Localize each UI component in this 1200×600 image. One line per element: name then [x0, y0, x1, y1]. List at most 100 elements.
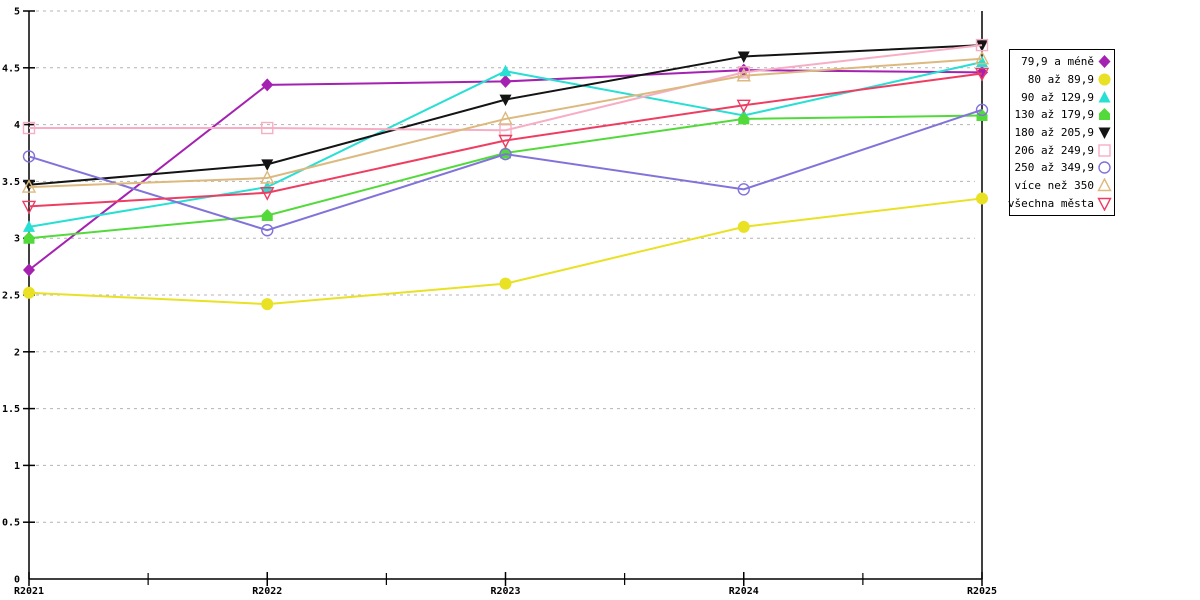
y-tick-label: 5 [14, 7, 20, 18]
marker-triangle-up-open [498, 110, 513, 125]
marker-triangle-down-open [21, 200, 37, 215]
x-tick-label: R2022 [252, 586, 282, 597]
marker-triangle-up-filled [23, 220, 35, 232]
y-tick-label: 4 [14, 120, 20, 131]
marker-circle-filled [1098, 73, 1111, 86]
marker-square-open [975, 38, 989, 52]
marker-triangle-down-open [736, 99, 751, 114]
series-7 [21, 50, 990, 193]
square-open-marker-icon [1098, 143, 1111, 157]
x-axis-ticks: R2021 R2022 R2023 R2024 R2025 [14, 572, 997, 597]
y-tick-label: 0 [14, 575, 20, 586]
y-tick-label: 4.5 [2, 63, 20, 74]
legend-item-label: 180 až 205,9 [1014, 125, 1094, 139]
marker-triangle-up-open [1097, 177, 1112, 192]
series-6 [22, 103, 989, 237]
marker-circle-open [737, 183, 750, 196]
legend-item: více než 350 [1010, 177, 1114, 193]
marker-triangle-up-filled [1098, 90, 1111, 103]
marker-triangle-down-open [498, 134, 513, 149]
marker-triangle-up-open [21, 179, 37, 193]
legend-item-label: 79,9 a méně [1021, 55, 1094, 69]
series-3 [23, 109, 988, 244]
series-line [28, 114, 983, 240]
marker-house-filled [1099, 108, 1110, 121]
legend-item: 79,9 a méně [1010, 54, 1114, 69]
legend-item: 250 až 349,9 [1010, 160, 1114, 175]
series-8 [21, 67, 990, 215]
marker-diamond-filled [23, 263, 35, 277]
marker-diamond-filled [499, 74, 512, 88]
series-line [29, 44, 983, 132]
triangle-up-open-marker-icon [1097, 177, 1112, 192]
legend-item: 180 až 205,9 [1010, 125, 1114, 140]
marker-circle-open [261, 224, 274, 237]
y-tick-label: 3.5 [2, 177, 20, 188]
marker-house-filled [23, 231, 35, 244]
series-4 [23, 40, 988, 192]
legend-item-label: 250 až 349,9 [1014, 161, 1094, 175]
marker-triangle-down-filled [23, 179, 35, 192]
marker-house-filled [738, 112, 750, 125]
marker-triangle-up-open [974, 50, 990, 65]
legend-item-label: všechna města [1007, 196, 1094, 210]
marker-square-open [737, 66, 750, 79]
marker-triangle-up-open [736, 67, 751, 82]
marker-circle-open [975, 103, 989, 117]
y-tick-label: 1.5 [2, 404, 20, 415]
marker-triangle-down-open [974, 67, 990, 82]
marker-circle-filled [23, 286, 35, 299]
marker-house-filled [261, 208, 273, 221]
circle-open-marker-icon [1098, 161, 1111, 174]
legend-item-label: 80 až 89,9 [1027, 72, 1094, 86]
legend-item-label: 206 až 249,9 [1014, 143, 1094, 157]
legend-box: 79,9 a méně 80 až 89,9 90 až 129,9 130 až 1… [1007, 49, 1115, 216]
gridlines [29, 10, 975, 523]
triangle-up-filled-marker-icon [1098, 90, 1111, 103]
y-tick-label: 2 [14, 347, 20, 358]
y-tick-label: 1 [14, 461, 20, 472]
marker-square-open [1098, 143, 1111, 157]
marker-triangle-up-filled [261, 180, 274, 193]
house-filled-marker-icon [1099, 108, 1110, 121]
legend-item: 206 až 249,9 [1010, 143, 1114, 158]
x-tick-label: R2021 [14, 586, 44, 597]
series-1 [23, 192, 988, 311]
legend-item-label: 130 až 179,9 [1014, 108, 1094, 122]
series-line [28, 57, 983, 189]
legend-item: všechna města [1007, 196, 1114, 211]
marker-circle-filled [976, 192, 988, 205]
x-tick-label: R2024 [729, 586, 759, 597]
legend-item: 130 až 179,9 [1010, 107, 1114, 122]
marker-circle-open [1098, 161, 1111, 174]
triangle-down-filled-marker-icon [1098, 127, 1111, 139]
marker-circle-filled [261, 298, 274, 311]
marker-triangle-up-filled [499, 64, 512, 77]
marker-triangle-up-open [260, 169, 275, 184]
marker-circle-open [499, 147, 512, 161]
marker-triangle-down-filled [261, 159, 274, 171]
marker-diamond-filled [261, 78, 274, 92]
x-tick-label: R2023 [490, 586, 520, 597]
circle-filled-marker-icon [1098, 73, 1111, 86]
marker-square-open [261, 121, 274, 135]
x-tick-label: R2025 [967, 586, 997, 597]
diamond-filled-marker-icon [1098, 55, 1111, 69]
marker-triangle-down-open [260, 187, 275, 201]
triangle-down-open-marker-icon [1097, 197, 1112, 211]
y-tick-label: 2.5 [2, 291, 20, 302]
marker-square-open [22, 121, 36, 135]
marker-circle-filled [737, 220, 750, 233]
legend-item-label: 90 až 129,9 [1021, 90, 1094, 104]
marker-triangle-down-filled [499, 94, 512, 107]
y-tick-label: 0.5 [2, 518, 20, 529]
series-line [28, 72, 983, 208]
marker-diamond-filled [1098, 55, 1111, 69]
marker-triangle-down-filled [1098, 127, 1111, 139]
marker-circle-open [22, 150, 36, 163]
marker-triangle-down-filled [737, 51, 750, 63]
y-axis-ticks: 0 0.5 1 1.5 2 2.5 3 3.5 4 4.5 5 [2, 7, 35, 586]
legend-item-label: více než 350 [1014, 178, 1094, 192]
